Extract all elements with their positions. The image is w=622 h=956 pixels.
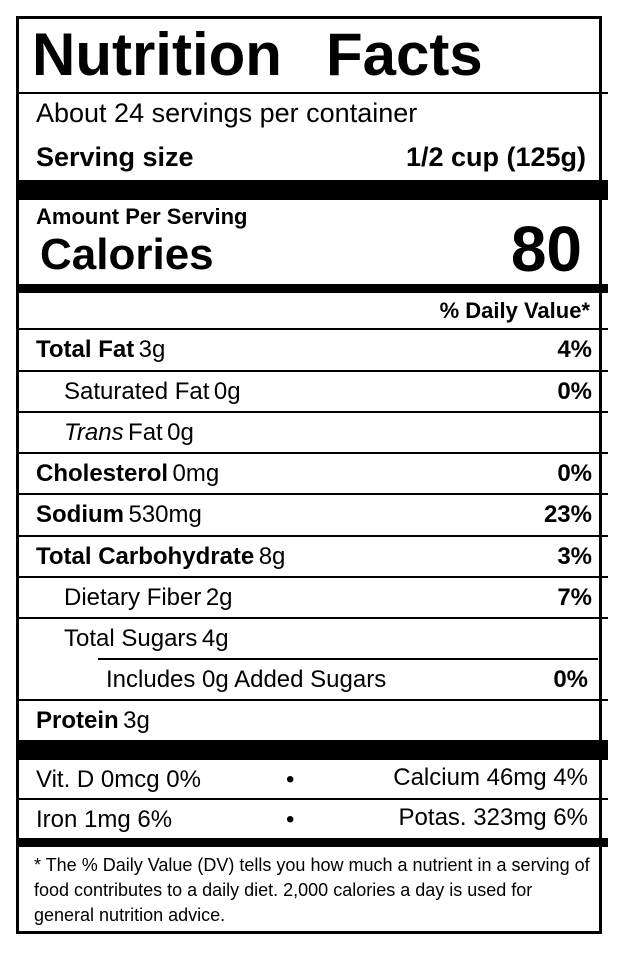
row-saturated-fat: Saturated Fat 0g <box>64 378 241 406</box>
total-carbohydrate-dv: 3% <box>557 543 592 570</box>
divider-row <box>16 493 608 495</box>
divider-row <box>16 411 608 413</box>
divider-row <box>16 452 608 454</box>
total-fat-dv: 4% <box>557 336 592 363</box>
row-total-sugars: Total Sugars 4g <box>64 625 229 653</box>
vitamin-d: Vit. D 0mcg 0% <box>36 766 201 793</box>
divider-thick-1 <box>16 180 608 200</box>
divider-dv <box>16 328 608 330</box>
row-dietary-fiber: Dietary Fiber 2g <box>64 584 233 612</box>
protein-amount: 3g <box>123 707 150 734</box>
dietary-fiber-amount: 2g <box>205 584 233 611</box>
divider-row <box>16 535 608 537</box>
divider-medium-2 <box>16 838 608 847</box>
row-added-sugars: Includes 0g Added Sugars <box>106 666 387 693</box>
row-total-fat: Total Fat 3g <box>36 336 165 364</box>
bullet-separator: • <box>286 806 295 833</box>
nutrition-facts-label <box>16 16 602 934</box>
divider-added-sugars <box>98 658 598 660</box>
divider-thick-2 <box>16 740 608 760</box>
saturated-fat-amount: 0g <box>213 378 241 405</box>
label-title: Nutrition Facts <box>32 20 483 89</box>
divider-row <box>16 576 608 578</box>
dietary-fiber-label: Dietary Fiber <box>64 584 202 611</box>
title-word-nutrition: Nutrition <box>32 21 282 88</box>
serving-size-label: Serving size <box>36 142 194 172</box>
potassium: Potas. 323mg 6% <box>398 804 588 831</box>
divider-row <box>16 617 608 619</box>
cholesterol-amount: 0mg <box>172 460 220 487</box>
saturated-fat-dv: 0% <box>557 378 592 405</box>
divider-row <box>16 798 608 800</box>
serving-size-value: 1/2 cup (125g) <box>405 142 586 172</box>
amount-per-serving: Amount Per Serving <box>36 204 248 229</box>
title-word-facts: Facts <box>325 21 483 88</box>
row-cholesterol: Cholesterol 0mg <box>36 460 219 488</box>
iron: Iron 1mg 6% <box>36 806 173 833</box>
bullet-separator: • <box>286 766 295 793</box>
total-fat-label: Total Fat <box>36 336 135 363</box>
divider-row <box>16 370 608 372</box>
total-sugars-label: Total Sugars <box>64 625 198 652</box>
trans-fat-label-italic: Trans <box>64 419 124 446</box>
total-carbohydrate-label: Total Carbohydrate <box>36 543 255 570</box>
row-total-carbohydrate: Total Carbohydrate 8g <box>36 543 285 571</box>
daily-value-header: % Daily Value* <box>439 298 590 323</box>
sodium-label: Sodium <box>36 501 124 528</box>
dietary-fiber-dv: 7% <box>557 584 592 611</box>
divider-title <box>16 92 608 94</box>
row-protein: Protein 3g <box>36 707 150 735</box>
saturated-fat-label: Saturated Fat <box>64 378 210 405</box>
protein-label: Protein <box>36 707 119 734</box>
row-sodium: Sodium 530mg <box>36 501 202 529</box>
calories-label: Calories <box>40 230 214 279</box>
added-sugars-dv: 0% <box>553 666 588 693</box>
cholesterol-label: Cholesterol <box>36 460 169 487</box>
footnote: * The % Daily Value (DV) tells you how m… <box>34 855 590 925</box>
cholesterol-dv: 0% <box>557 460 592 487</box>
trans-fat-label: Fat <box>128 419 163 446</box>
calcium: Calcium 46mg 4% <box>393 764 588 791</box>
calories-value: 80 <box>510 213 582 285</box>
total-sugars-amount: 4g <box>201 625 229 652</box>
total-fat-amount: 3g <box>138 336 166 363</box>
trans-fat-amount: 0g <box>167 419 194 446</box>
sodium-amount: 530mg <box>128 501 202 528</box>
row-trans-fat: Trans Fat 0g <box>64 419 194 447</box>
sodium-dv: 23% <box>543 501 592 528</box>
total-carbohydrate-amount: 8g <box>258 543 286 570</box>
divider-medium-1 <box>16 284 608 293</box>
servings-per-container: About 24 servings per container <box>36 98 418 128</box>
divider-row <box>16 699 608 701</box>
